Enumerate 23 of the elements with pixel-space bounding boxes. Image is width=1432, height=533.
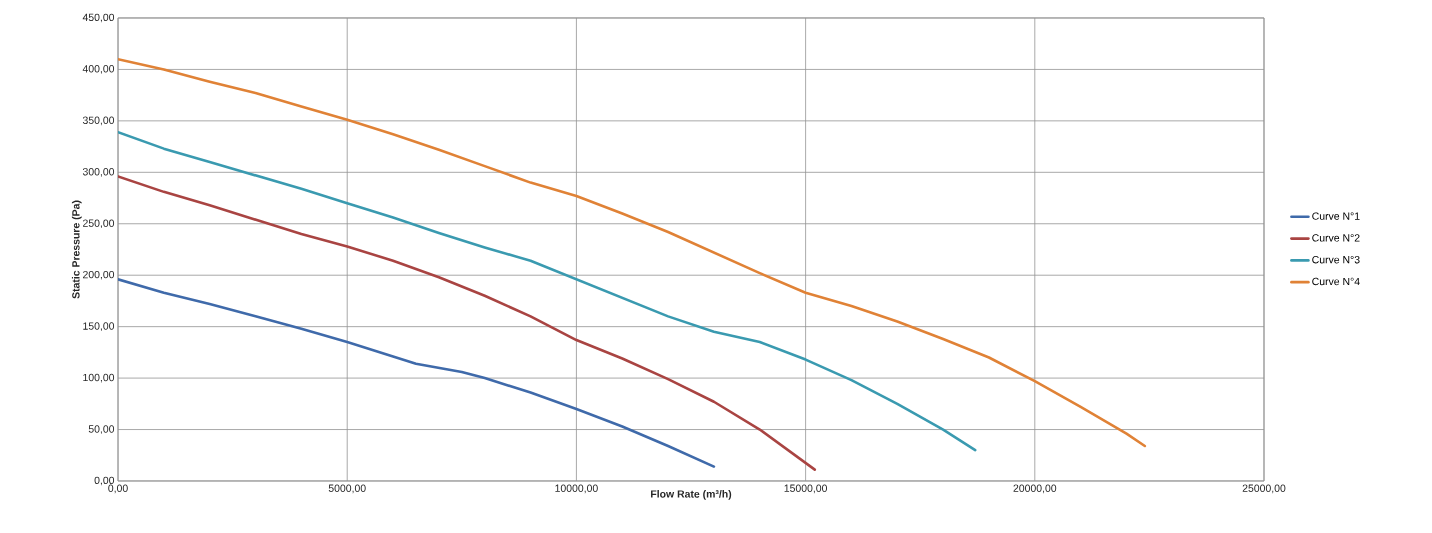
y-tick-label: 200,00 — [83, 270, 115, 280]
x-tick-label: 20000,00 — [1013, 484, 1057, 494]
y-tick-label: 350,00 — [82, 116, 115, 126]
y-axis-title: Static Pressure (Pa) — [71, 200, 82, 299]
x-tick-label: 15000,00 — [784, 484, 828, 494]
y-tick-label: 0,00 — [94, 476, 115, 486]
y-tick-label: 250,00 — [83, 219, 115, 229]
y-tick-label: 50,00 — [88, 425, 115, 434]
y-tick-label: 100,00 — [83, 373, 115, 383]
legend-label: Curve N°2 — [1312, 234, 1360, 242]
x-tick-label: 10000,00 — [555, 484, 598, 494]
y-tick-label: 450,00 — [82, 13, 115, 23]
legend-label: Curve N°1 — [1312, 212, 1360, 220]
legend-label: Curve N°3 — [1312, 255, 1360, 264]
legend-label: Curve N°4 — [1312, 277, 1360, 286]
x-axis-title: Flow Rate (m³/h) — [651, 489, 732, 500]
y-tick-label: 400,00 — [82, 65, 115, 74]
y-tick-label: 300,00 — [82, 168, 115, 177]
y-tick-label: 150,00 — [83, 322, 115, 331]
x-tick-label: 25000,00 — [1242, 484, 1286, 494]
x-tick-label: 5000,00 — [328, 484, 366, 494]
x-tick-label: 0,00 — [108, 484, 128, 494]
line-series — [118, 278, 716, 468]
